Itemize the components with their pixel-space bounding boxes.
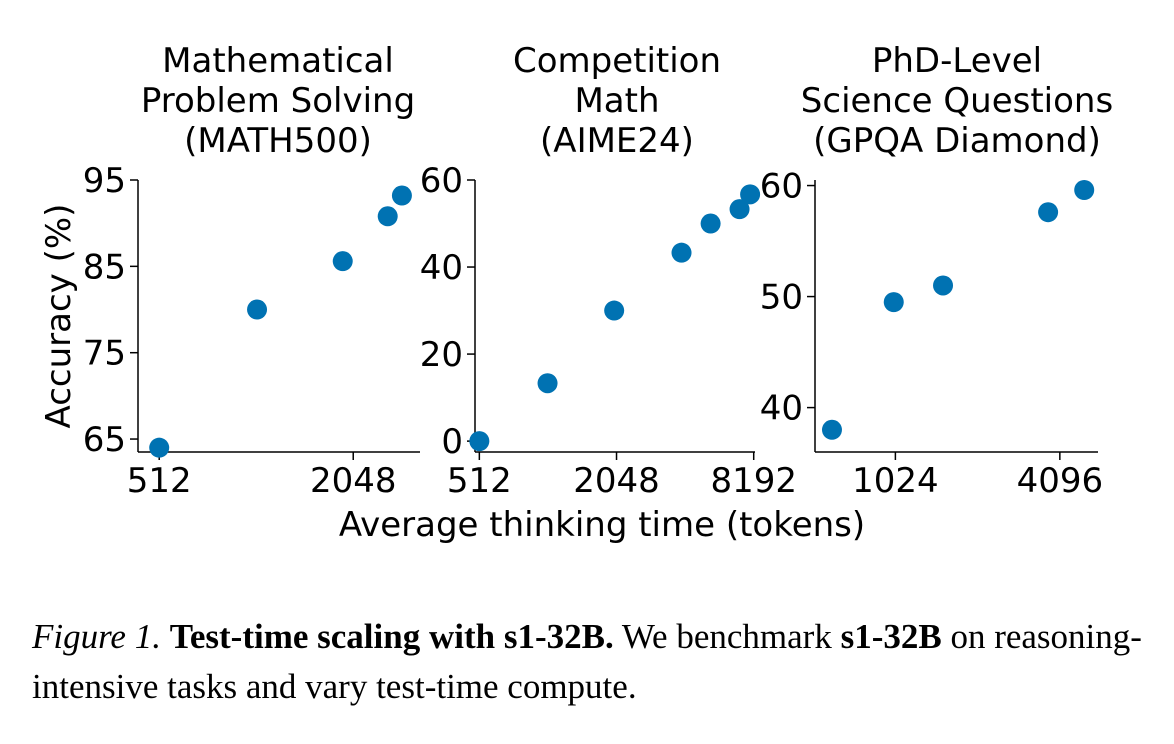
caption-bold-model: s1-32B (840, 617, 942, 656)
panel-3-xtick-label: 1024 (852, 461, 939, 501)
panel-3-data-point (1074, 179, 1095, 200)
panel-1-data-point (377, 206, 398, 227)
panel-1-data-point (332, 251, 353, 272)
panel-1-title-line-2: Problem Solving (141, 81, 415, 121)
panel-2-data-point (469, 431, 490, 452)
panel-1-title-line-3: (MATH500) (184, 121, 372, 161)
panel-2-xtick-label: 512 (447, 461, 512, 501)
panel-2-title-line-3: (AIME24) (540, 121, 694, 161)
panel-3-data-point (821, 419, 842, 440)
panel-3-ytick-label: 40 (760, 389, 803, 429)
panel-3-ytick-label: 60 (760, 167, 803, 207)
figure-panels: Mathematical Problem Solving (MATH500) 65 75… (39, 41, 1113, 545)
panel-2-data-point (740, 184, 761, 205)
panel-3-ytick-label: 50 (760, 278, 803, 318)
caption-text-1: We benchmark (621, 617, 832, 656)
panel-1-ytick-label: 95 (83, 161, 126, 201)
panel-2-data-point (700, 213, 721, 234)
panel-3-xtick-label: 4096 (1017, 461, 1104, 501)
panel-1-data-point (391, 185, 412, 206)
panel-1-ytick-label: 75 (83, 334, 126, 374)
panel-3-data-point (1038, 202, 1059, 223)
panel-2-data-point (671, 242, 692, 263)
panel-2-ytick-label: 0 (441, 422, 463, 462)
panel-3-data-point (883, 292, 904, 313)
panel-1-data-point (149, 437, 170, 458)
panel-2-ytick-label: 20 (420, 335, 463, 375)
y-axis-label: Accuracy (%) (39, 204, 79, 429)
panel-2-data-point (604, 300, 625, 321)
panel-1-xtick-label: 2048 (310, 461, 397, 501)
panel-1-data-point (247, 299, 268, 320)
panel-3-title-line-1: PhD-Level (872, 41, 1042, 81)
panel-3-title-line-3: (GPQA Diamond) (813, 121, 1101, 161)
panel-2-title-line-2: Math (574, 81, 659, 121)
figure-caption: Figure 1. Test-time scaling with s1-32B.… (32, 612, 1152, 712)
panel-1-xtick-label: 512 (127, 461, 192, 501)
x-axis-label: Average thinking time (tokens) (339, 505, 865, 545)
caption-text-2: on reasoning-intensive tasks and vary te… (32, 617, 1142, 706)
panel-3-data-point (933, 275, 954, 296)
panel-2-ytick-label: 40 (420, 248, 463, 288)
panel-2-xtick-label: 2048 (573, 461, 660, 501)
panel-1-ytick-label: 85 (83, 247, 126, 287)
caption-bold-lead: Test-time scaling with s1-32B. (169, 617, 614, 656)
panel-2-ytick-label: 60 (420, 161, 463, 201)
panel-2-data-point (729, 199, 750, 220)
caption-label: Figure 1. (32, 617, 161, 656)
panel-1-ytick-label: 65 (83, 420, 126, 460)
panel-2-data-point (537, 373, 558, 394)
panel-2-title-line-1: Competition (513, 41, 721, 81)
panel-2-xtick-label: 8192 (710, 461, 797, 501)
panel-3-title-line-2: Science Questions (801, 81, 1113, 121)
panel-1-title-line-1: Mathematical (162, 41, 394, 81)
